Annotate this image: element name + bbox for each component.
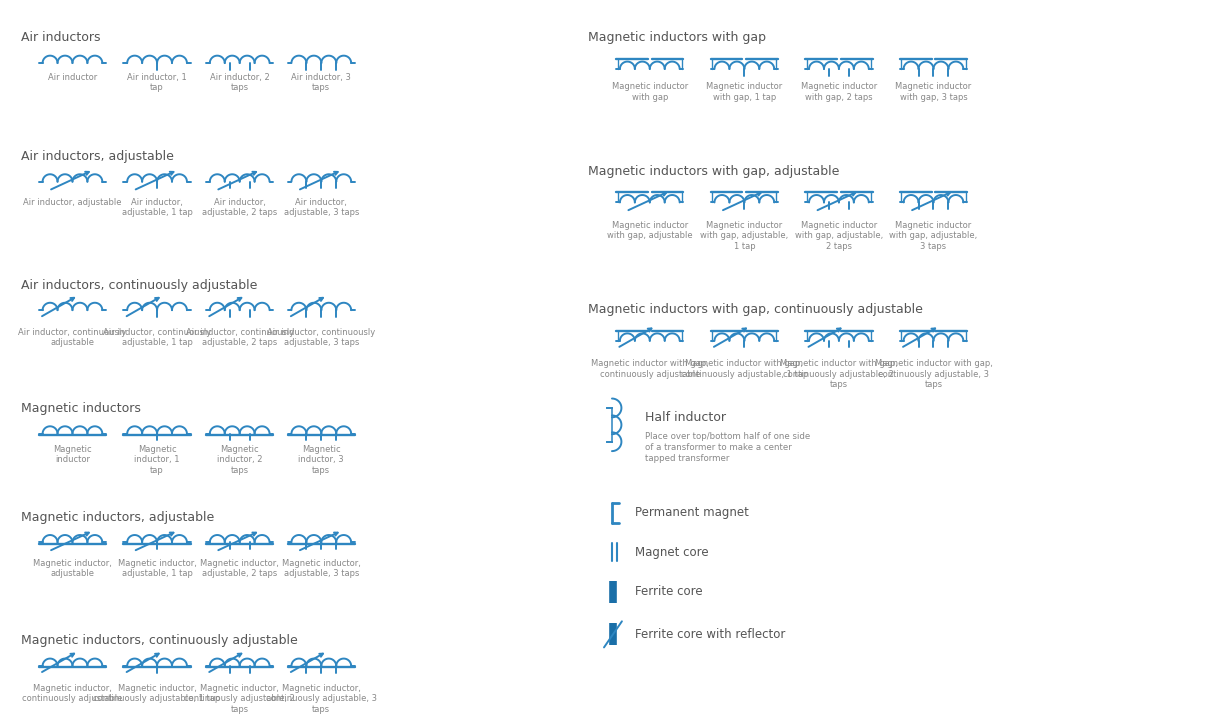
- Text: Magnetic inductor,
adjustable, 3 taps: Magnetic inductor, adjustable, 3 taps: [282, 559, 361, 578]
- Text: Air inductors: Air inductors: [21, 31, 100, 44]
- Text: Air inductor, continuously
adjustable, 1 tap: Air inductor, continuously adjustable, 1…: [103, 328, 211, 348]
- Text: Magnetic inductor
with gap, adjustable,
2 taps: Magnetic inductor with gap, adjustable, …: [794, 221, 884, 251]
- Text: Air inductors, continuously adjustable: Air inductors, continuously adjustable: [21, 279, 257, 292]
- Text: Magnetic inductor
with gap, adjustable,
1 tap: Magnetic inductor with gap, adjustable, …: [700, 221, 788, 251]
- Text: Magnetic inductors with gap: Magnetic inductors with gap: [588, 31, 766, 44]
- Text: Magnetic inductors, continuously adjustable: Magnetic inductors, continuously adjusta…: [21, 634, 297, 647]
- Text: Magnetic inductor,
continuously adjustable: Magnetic inductor, continuously adjustab…: [22, 683, 123, 703]
- Text: Air inductor, 3
taps: Air inductor, 3 taps: [291, 72, 351, 92]
- Text: Magnetic inductor
with gap, adjustable,
3 taps: Magnetic inductor with gap, adjustable, …: [890, 221, 978, 251]
- Text: Air inductor: Air inductor: [48, 72, 97, 82]
- Text: Air inductor, continuously
adjustable: Air inductor, continuously adjustable: [18, 328, 127, 348]
- Text: Magnetic
inductor, 1
tap: Magnetic inductor, 1 tap: [134, 445, 180, 475]
- Text: Air inductor,
adjustable, 3 taps: Air inductor, adjustable, 3 taps: [284, 198, 358, 217]
- Text: Magnetic inductor,
adjustable: Magnetic inductor, adjustable: [33, 559, 112, 578]
- Text: Ferrite core with reflector: Ferrite core with reflector: [635, 628, 786, 641]
- Text: Magnetic inductors with gap, adjustable: Magnetic inductors with gap, adjustable: [588, 165, 839, 178]
- Text: Magnetic inductor with gap,
continuously adjustable, 3
taps: Magnetic inductor with gap, continuously…: [875, 359, 992, 389]
- Text: Magnetic inductor with gap,
continuously adjustable: Magnetic inductor with gap, continuously…: [591, 359, 709, 379]
- Text: Magnet core: Magnet core: [635, 546, 709, 559]
- Text: Air inductors, adjustable: Air inductors, adjustable: [21, 150, 174, 163]
- Text: Magnetic
inductor: Magnetic inductor: [53, 445, 92, 464]
- Text: Magnetic inductor,
continuously adjustable, 3
taps: Magnetic inductor, continuously adjustab…: [266, 683, 377, 714]
- Text: Air inductor, 1
tap: Air inductor, 1 tap: [127, 72, 187, 92]
- Text: Air inductor, continuously
adjustable, 3 taps: Air inductor, continuously adjustable, 3…: [267, 328, 375, 348]
- Text: Permanent magnet: Permanent magnet: [635, 506, 748, 519]
- Text: Air inductor, 2
taps: Air inductor, 2 taps: [210, 72, 269, 92]
- Text: Magnetic inductors: Magnetic inductors: [21, 402, 140, 415]
- Text: Half inductor: Half inductor: [645, 411, 725, 424]
- Text: Magnetic inductors, adjustable: Magnetic inductors, adjustable: [21, 511, 214, 523]
- Text: Place over top/bottom half of one side
of a transformer to make a center
tapped : Place over top/bottom half of one side o…: [645, 432, 810, 463]
- Text: Magnetic inductor,
continuously adjustable, 2
taps: Magnetic inductor, continuously adjustab…: [185, 683, 296, 714]
- Text: Air inductor, continuously
adjustable, 2 taps: Air inductor, continuously adjustable, 2…: [186, 328, 293, 348]
- Text: Magnetic inductors with gap, continuously adjustable: Magnetic inductors with gap, continuousl…: [588, 303, 923, 316]
- Text: Magnetic inductor,
adjustable, 1 tap: Magnetic inductor, adjustable, 1 tap: [117, 559, 197, 578]
- Text: Magnetic inductor with gap,
continuously adjustable, 2
taps: Magnetic inductor with gap, continuously…: [780, 359, 898, 389]
- Text: Magnetic inductor,
continuously adjustable, 1 tap: Magnetic inductor, continuously adjustab…: [93, 683, 221, 703]
- Text: Magnetic inductor
with gap, 1 tap: Magnetic inductor with gap, 1 tap: [706, 83, 782, 102]
- Text: Magnetic inductor,
adjustable, 2 taps: Magnetic inductor, adjustable, 2 taps: [200, 559, 279, 578]
- Text: Magnetic
inductor, 2
taps: Magnetic inductor, 2 taps: [217, 445, 262, 475]
- Text: Magnetic inductor
with gap, adjustable: Magnetic inductor with gap, adjustable: [607, 221, 693, 240]
- Text: Magnetic inductor with gap,
continuously adjustable, 1 tap: Magnetic inductor with gap, continuously…: [681, 359, 807, 379]
- Text: Air inductor,
adjustable, 1 tap: Air inductor, adjustable, 1 tap: [122, 198, 192, 217]
- Text: Ferrite core: Ferrite core: [635, 586, 702, 598]
- Text: Magnetic inductor
with gap, 3 taps: Magnetic inductor with gap, 3 taps: [896, 83, 972, 102]
- Text: Magnetic inductor
with gap: Magnetic inductor with gap: [612, 83, 688, 102]
- Text: Air inductor, adjustable: Air inductor, adjustable: [23, 198, 122, 207]
- Text: Magnetic
inductor, 3
taps: Magnetic inductor, 3 taps: [298, 445, 344, 475]
- Text: Magnetic inductor
with gap, 2 taps: Magnetic inductor with gap, 2 taps: [800, 83, 877, 102]
- Text: Air inductor,
adjustable, 2 taps: Air inductor, adjustable, 2 taps: [202, 198, 278, 217]
